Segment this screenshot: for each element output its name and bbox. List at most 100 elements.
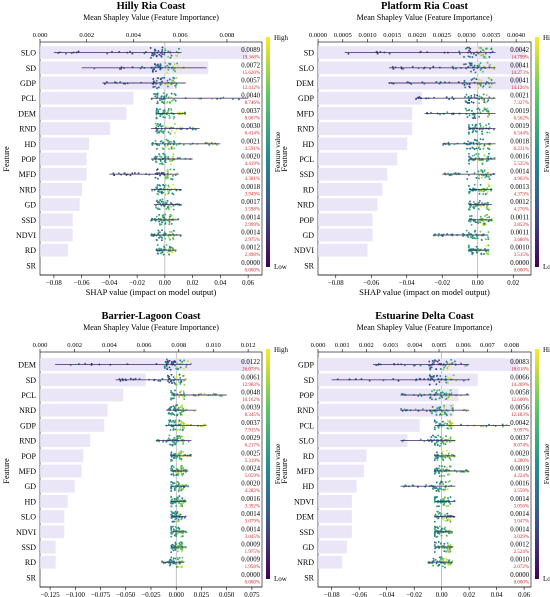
shap-point (112, 172, 115, 175)
shap-point (430, 440, 433, 443)
shap-point (174, 501, 177, 504)
shap-point (478, 102, 481, 105)
shap-point (467, 46, 470, 49)
feature-label: RND (297, 125, 314, 134)
shap-point (159, 174, 161, 177)
feature-label: GDP (20, 421, 37, 430)
shap-point (483, 222, 486, 225)
importance-value: 0.0009 (241, 557, 260, 564)
feature-label: NRD (297, 201, 314, 210)
shap-point (158, 202, 161, 205)
shap-point (190, 362, 192, 365)
shap-point (449, 529, 452, 532)
shap-points (151, 152, 193, 166)
importance-percent: 1.975% (245, 550, 260, 555)
importance-value: 0.0014 (241, 230, 260, 237)
shap-point (439, 468, 442, 471)
shap-point (160, 190, 163, 193)
shap-point (163, 216, 165, 219)
shap-point (486, 190, 489, 193)
shap-point (158, 191, 161, 194)
importance-percent: 0.000% (514, 268, 529, 273)
shap-point (418, 377, 421, 380)
shap-point (487, 171, 489, 174)
shap-point (158, 124, 161, 127)
shap-point (468, 215, 471, 218)
shap-point (164, 65, 167, 68)
shap-point (442, 499, 444, 502)
shap-point (481, 171, 484, 174)
shap-point (167, 412, 170, 415)
shap-point (133, 172, 136, 174)
shap-point (467, 123, 470, 126)
shap-point (175, 533, 178, 535)
shap-point (173, 534, 176, 537)
shap-point (466, 147, 468, 150)
shap-point (487, 122, 490, 125)
feature-label: SR (304, 573, 314, 582)
importance-bar (318, 419, 420, 432)
shap-point (446, 542, 449, 545)
feature-label: SR (26, 573, 36, 582)
importance-percent: 4.276% (514, 208, 529, 213)
importance-bar (318, 167, 388, 181)
shap-point (392, 377, 395, 380)
x-tick-label: −0.06 (74, 280, 90, 287)
importance-percent: 14.273% (511, 71, 529, 76)
shap-point (172, 557, 175, 560)
importance-percent: 3.392% (245, 504, 260, 509)
shap-point (164, 201, 167, 204)
shap-point (447, 480, 450, 483)
shap-point (463, 63, 465, 66)
shap-point (449, 419, 452, 422)
shap-point (166, 199, 169, 202)
importance-value: 0.0016 (241, 496, 260, 503)
shap-points (150, 229, 182, 242)
importance-value: 0.0017 (241, 199, 260, 206)
shap-point (488, 178, 491, 181)
x-tick-label: −0.04 (399, 280, 415, 287)
shap-point (419, 50, 422, 53)
shap-point (173, 98, 176, 101)
shap-point (175, 535, 178, 538)
shap-point (169, 132, 172, 135)
feature-label: POP (21, 452, 36, 461)
shap-point (170, 126, 173, 129)
shap-point (444, 398, 447, 401)
shap-point (438, 490, 441, 493)
shap-point (469, 248, 472, 251)
shap-point (153, 53, 156, 56)
shap-point (156, 77, 159, 80)
shap-point (170, 513, 173, 516)
shap-point (187, 440, 190, 443)
shap-point (167, 185, 170, 188)
shap-point (445, 414, 448, 417)
shap-point (170, 532, 173, 535)
shap-point (442, 483, 445, 486)
shap-point (165, 101, 168, 104)
importance-bar (40, 510, 65, 523)
shap-point (485, 244, 488, 247)
x-axis-label: SHAP value (impact on model output) (359, 287, 490, 297)
shap-point (438, 407, 441, 410)
shap-point (467, 184, 470, 187)
shap-point (173, 408, 176, 410)
shap-point (477, 159, 479, 162)
shap-point (441, 453, 444, 456)
shap-point (439, 113, 441, 116)
x-tick-label: 0.075 (244, 592, 260, 597)
importance-bar (318, 479, 357, 493)
shap-point (169, 56, 172, 59)
shap-point (155, 55, 158, 58)
shap-point (156, 169, 158, 171)
shap-point (181, 422, 184, 425)
shap-point (152, 77, 155, 80)
shap-point (160, 156, 163, 159)
shap-point (168, 116, 171, 119)
chart-title: Platform Ria Coast (381, 1, 468, 12)
shap-point (482, 174, 485, 177)
shap-point (178, 452, 181, 455)
x-tick-label: 0.02 (187, 280, 199, 287)
shap-point (168, 434, 171, 437)
